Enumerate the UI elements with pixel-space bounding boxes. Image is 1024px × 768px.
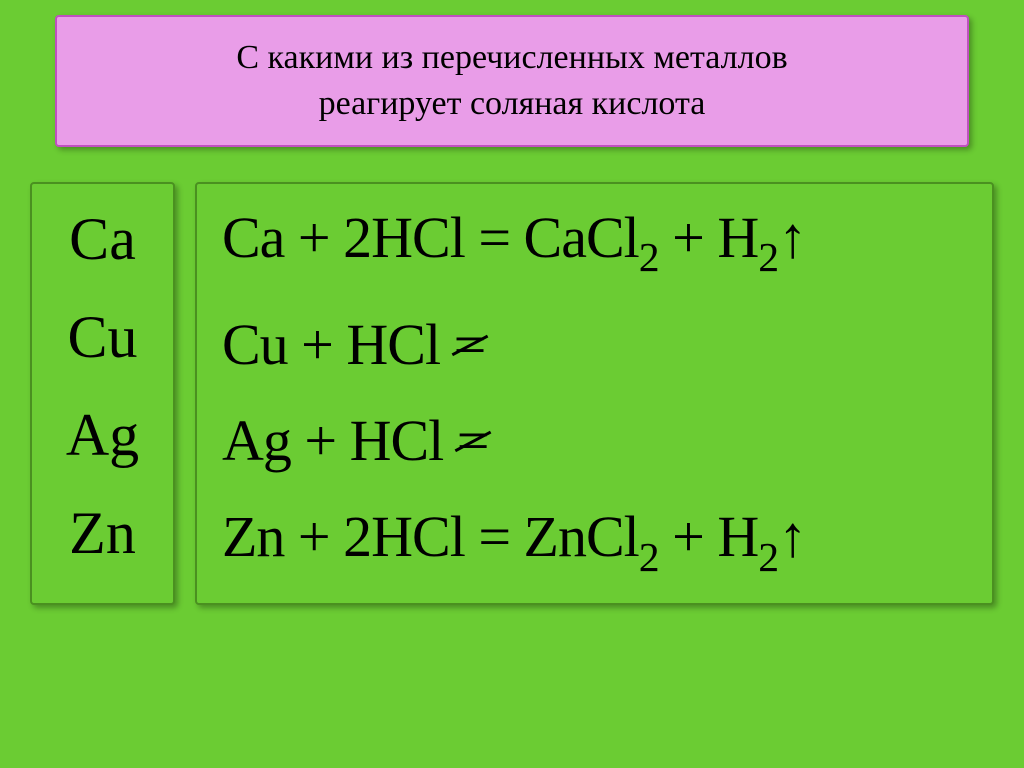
- title-line2: реагирует соляная кислота: [319, 85, 706, 122]
- equation-ca: Ca + 2HCl = CaCl2 + H2↑: [222, 209, 967, 278]
- equation-zn: Zn + 2HCl = ZnCl2 + H2↑: [222, 508, 967, 577]
- element-zn: Zn: [69, 503, 136, 563]
- equation-cu: Cu + HCl =: [222, 316, 967, 374]
- title-line1: С какими из перечисленных металлов: [236, 39, 787, 76]
- equation-ag: Ag + HCl =: [222, 412, 967, 470]
- element-ag: Ag: [66, 405, 139, 465]
- equations-box: Ca + 2HCl = CaCl2 + H2↑ Cu + HCl = Ag + …: [195, 182, 994, 605]
- element-ca: Ca: [69, 209, 136, 269]
- element-cu: Cu: [67, 307, 137, 367]
- content-row: Ca Cu Ag Zn Ca + 2HCl = CaCl2 + H2↑ Cu +…: [30, 182, 994, 605]
- title-text: С какими из перечисленных металлов реаги…: [97, 35, 927, 127]
- elements-box: Ca Cu Ag Zn: [30, 182, 175, 605]
- title-box: С какими из перечисленных металлов реаги…: [55, 15, 969, 147]
